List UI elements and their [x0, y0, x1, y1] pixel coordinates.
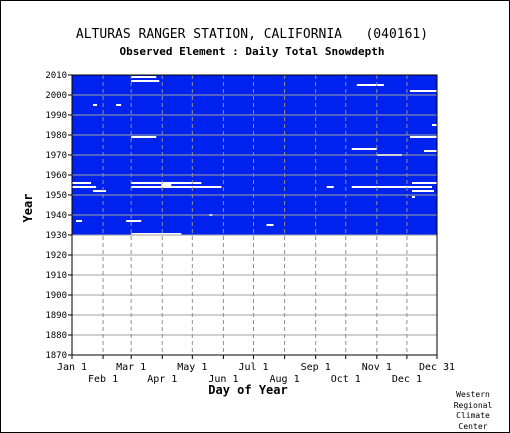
x-axis-ticks: Jan 1 Mar 1 May 1 Jul 1 Sep 1 Nov 1 Dec 31 Feb …	[57, 355, 455, 385]
x-tick-label: Apr 1	[147, 374, 177, 385]
missing-data-gap	[131, 136, 157, 138]
x-tick-label: Sep 1	[301, 362, 331, 373]
x-tick-label: Aug 1	[270, 374, 300, 385]
missing-data-gap	[409, 136, 437, 138]
chart-subtitle: Observed Element : Daily Total Snowdepth	[120, 45, 385, 58]
x-tick-label: Jan 1	[57, 362, 87, 373]
x-tick-label: Oct 1	[331, 374, 361, 385]
y-tick-label: 1970	[45, 151, 67, 161]
missing-data-gap	[351, 148, 377, 150]
missing-data-gap	[409, 90, 437, 92]
credit-line-1: Western	[456, 390, 490, 399]
missing-data-gap	[411, 182, 437, 184]
credit-text: Western Regional Climate Center	[448, 390, 498, 432]
y-tick-label: 1950	[45, 191, 67, 201]
y-tick-label: 1900	[45, 291, 67, 301]
missing-data-gap	[72, 186, 97, 188]
missing-data-gap	[116, 104, 122, 106]
credit-line-4: Center	[458, 421, 488, 431]
missing-data-gap	[326, 186, 334, 188]
missing-data-gap	[131, 80, 160, 82]
missing-data-gap	[411, 190, 434, 192]
x-tick-label: Dec 31	[419, 362, 455, 373]
missing-data-gap	[131, 186, 222, 188]
missing-data-layer	[72, 76, 437, 235]
x-axis-label: Day of Year	[208, 383, 287, 397]
credit-line-3: Climate	[456, 411, 490, 420]
y-tick-label: 1960	[45, 171, 67, 181]
y-axis-ticks: 1870 1880 1890 1900 1910 1920 1930 1940 1950 1960…	[45, 71, 72, 361]
missing-data-gap	[411, 196, 415, 198]
y-tick-label: 2000	[45, 91, 67, 101]
missing-data-gap	[161, 184, 172, 186]
missing-data-gap	[93, 104, 98, 106]
y-tick-label: 1990	[45, 111, 67, 121]
y-tick-label: 1940	[45, 211, 67, 221]
x-tick-label: Jul 1	[238, 362, 268, 373]
y-tick-label: 1870	[45, 351, 67, 361]
x-tick-label: May 1	[177, 362, 207, 373]
x-tick-label: Feb 1	[88, 374, 118, 385]
missing-data-gap	[266, 224, 274, 226]
y-tick-label: 1890	[45, 311, 67, 321]
y-tick-label: 1980	[45, 131, 67, 141]
missing-data-gap	[131, 233, 182, 235]
x-tick-label: Mar 1	[116, 362, 146, 373]
missing-data-gap	[351, 186, 432, 188]
missing-data-gap	[431, 124, 437, 126]
y-tick-label: 2010	[45, 71, 67, 81]
y-tick-label: 1930	[45, 231, 67, 241]
missing-data-gap	[76, 220, 83, 222]
x-tick-label: Nov 1	[362, 362, 392, 373]
x-tick-label: Dec 1	[392, 374, 422, 385]
x-tick-label: Jun 1	[208, 374, 238, 385]
missing-data-gap	[131, 182, 202, 184]
missing-data-gap	[126, 220, 142, 222]
missing-data-gap	[423, 150, 437, 152]
y-tick-label: 1910	[45, 271, 67, 281]
grid-layer	[72, 75, 437, 355]
y-tick-label: 1920	[45, 251, 67, 261]
credit-line-2: Regional	[453, 400, 493, 410]
chart-title: ALTURAS RANGER STATION, CALIFORNIA (0401…	[76, 27, 428, 42]
missing-data-gap	[93, 190, 107, 192]
y-tick-label: 1880	[45, 331, 67, 341]
missing-data-gap	[72, 182, 92, 184]
missing-data-gap	[356, 84, 384, 86]
y-axis-label: Year	[21, 194, 35, 223]
missing-data-gap	[131, 76, 157, 78]
